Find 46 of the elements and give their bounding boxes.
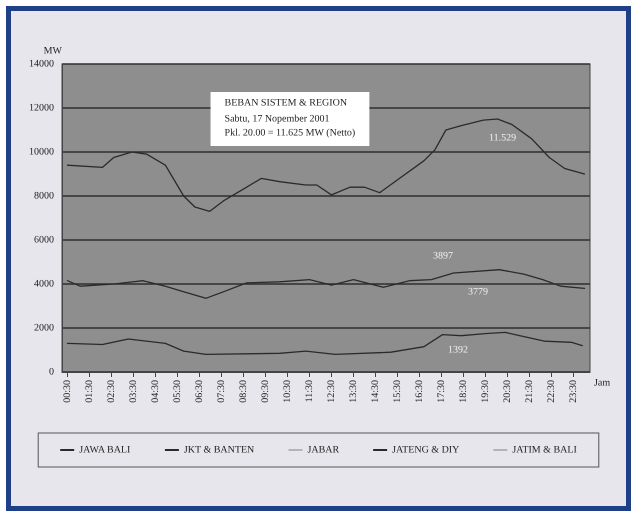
x-tick-label: 05:30 <box>172 380 183 403</box>
x-tick-label: 19:30 <box>480 380 491 403</box>
line-series <box>66 332 583 356</box>
legend-label: JKT & BANTEN <box>184 444 254 456</box>
x-tick-label: 17:30 <box>436 380 447 403</box>
x-tick-label: 04:30 <box>150 380 161 403</box>
y-tick-label: 4000 <box>34 278 54 290</box>
y-tick-label: 6000 <box>34 234 54 246</box>
x-tick-label: 14:30 <box>370 380 381 403</box>
legend-label: JATIM & BALI <box>512 444 577 456</box>
x-tick-label: 06:30 <box>194 380 205 403</box>
x-tick-label: 09:30 <box>260 380 271 403</box>
x-tick-label: 16:30 <box>414 380 425 403</box>
x-tick-label: 20:30 <box>502 380 513 403</box>
x-tick-label: 07:30 <box>216 380 227 403</box>
x-axis-title: Jam <box>594 378 610 388</box>
annotation: 3779 <box>468 286 488 298</box>
x-tick-label: 12:30 <box>326 380 337 403</box>
x-tick-label: 18:30 <box>458 380 469 403</box>
x-tick-label: 13:30 <box>348 380 359 403</box>
x-tick-label: 03:30 <box>128 380 139 403</box>
x-tick-label: 10:30 <box>282 380 293 403</box>
y-tick-label: 10000 <box>29 146 54 158</box>
y-tick-label: 14000 <box>29 58 54 70</box>
x-tick-label: 21:30 <box>524 380 535 403</box>
y-tick-label: 0 <box>49 366 54 378</box>
annotation: 3897 <box>433 250 453 262</box>
x-tick-label: 11:30 <box>304 380 315 402</box>
x-tick-label: 22:30 <box>546 380 557 403</box>
y-tick-label: 2000 <box>34 322 54 334</box>
x-tick-label: 23:30 <box>568 380 579 403</box>
x-tick-label: 02:30 <box>106 380 117 403</box>
x-tick-label: 00:30 <box>62 380 73 403</box>
legend-label: JABAR <box>307 444 340 456</box>
legend-label: JATENG & DIY <box>392 444 460 456</box>
annotation: 1392 <box>448 344 468 356</box>
annotation: 11.529 <box>489 132 516 144</box>
legend-label: JAWA BALI <box>79 444 130 456</box>
x-tick-label: 15:30 <box>392 380 403 403</box>
text: Sabtu, 17 Nopember 2001 Pkl. 20.00 = 11.625 MW (Netto) <box>224 114 356 138</box>
x-tick-label: 01:30 <box>84 380 95 403</box>
text: BEBAN SISTEM & REGION <box>224 98 348 108</box>
x-tick-label: 08:30 <box>238 380 249 403</box>
y-axis-title: MW <box>44 46 63 56</box>
y-tick-label: 8000 <box>34 190 54 202</box>
y-tick-label: 12000 <box>29 102 54 114</box>
